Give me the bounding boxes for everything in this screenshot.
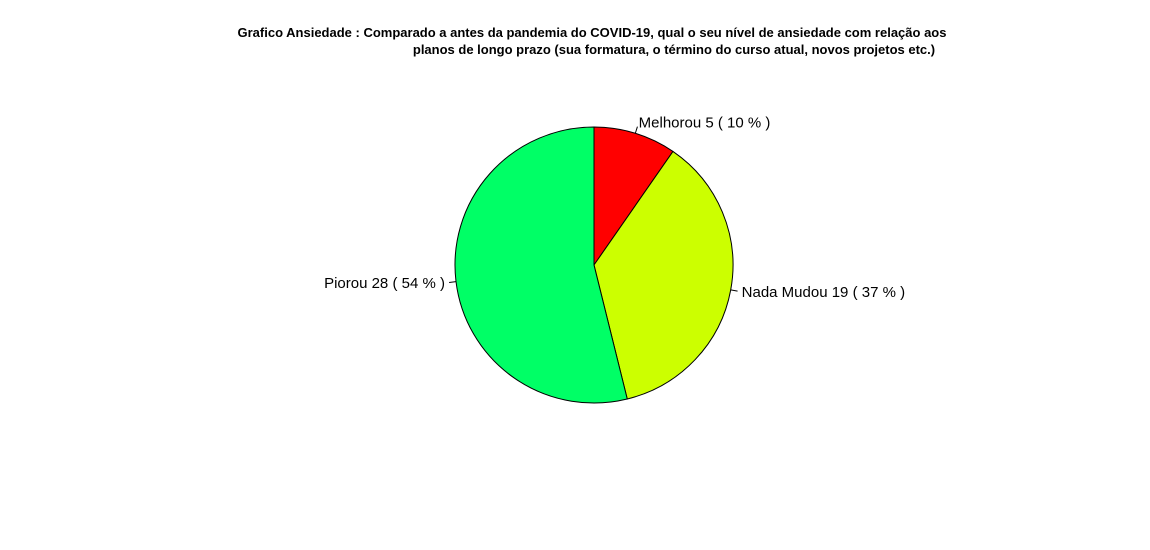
- slice-label-nada-mudou: Nada Mudou 19 ( 37 % ): [742, 284, 905, 301]
- pie-slice-nada-mudou: [593, 150, 734, 400]
- pie-slice-melhorou: [593, 126, 674, 267]
- label-tick-melhorou: [634, 126, 638, 134]
- chart-title-line-1: Grafico Ansiedade : Comparado a antes da…: [238, 25, 947, 40]
- chart-title-line-2: planos de longo prazo (sua formatura, o …: [413, 42, 935, 57]
- pie-labels: Melhorou 5 ( 10 % ) Nada Mudou 19 ( 37 % …: [324, 115, 905, 301]
- label-tick-nada-mudou: [730, 289, 738, 292]
- label-tick-piorou: [449, 281, 457, 283]
- slice-label-piorou: Piorou 28 ( 54 % ): [324, 275, 445, 292]
- slice-label-melhorou: Melhorou 5 ( 10 % ): [639, 115, 771, 132]
- pie-slices: [454, 126, 734, 404]
